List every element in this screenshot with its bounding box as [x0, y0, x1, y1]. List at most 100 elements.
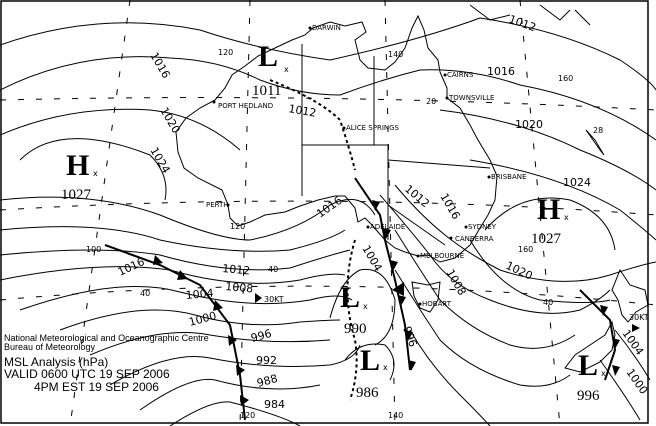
isobar	[89, 332, 331, 356]
svg-text:1016: 1016	[487, 65, 515, 78]
city-alice-springs[interactable]: ALICE SPRINGS	[346, 124, 400, 132]
wind-arrow-icon	[632, 324, 640, 332]
city-melbourne[interactable]: MELBOURNE	[420, 252, 464, 260]
isobar	[169, 401, 301, 426]
city-perth[interactable]: PERTH	[206, 201, 229, 209]
trough-line[interactable]	[269, 79, 356, 171]
pressure-centre-low-996[interactable]: L x 996	[577, 349, 606, 404]
grid-labels: 120 140 160 20 120 100 40 40 160 40 28 1…	[86, 48, 603, 420]
svg-text:40: 40	[543, 298, 553, 307]
svg-text:1024: 1024	[147, 145, 172, 176]
svg-text:1020: 1020	[515, 118, 543, 131]
svg-text:1000: 1000	[187, 309, 217, 329]
svg-text:992: 992	[256, 354, 277, 367]
svg-text:140: 140	[388, 50, 403, 59]
grid-line-40s	[0, 285, 656, 306]
svg-text:160: 160	[558, 74, 573, 83]
low-symbol: L	[340, 281, 360, 314]
city-hobart[interactable]: HOBART	[422, 300, 452, 308]
svg-text:1000: 1000	[624, 366, 651, 396]
svg-text:120: 120	[218, 48, 233, 57]
low-symbol: L	[360, 344, 380, 377]
city-markers	[212, 26, 491, 306]
low-symbol: L	[258, 40, 278, 73]
low-symbol: L	[578, 349, 598, 382]
pressure-centre-low-990[interactable]: L x 990	[340, 281, 368, 337]
trough-line-south[interactable]	[346, 239, 358, 401]
svg-text:1012: 1012	[287, 102, 317, 120]
city-brisbane[interactable]: BRISBANE	[491, 173, 526, 181]
pressure-value: 990	[344, 321, 367, 337]
pressure-centre-high-west[interactable]: H x 1027	[61, 149, 98, 203]
svg-text:1020: 1020	[504, 259, 535, 283]
pressure-centre-high-tasman[interactable]: H x 1027	[531, 193, 569, 247]
cold-front-central[interactable]	[354, 177, 411, 371]
isobar	[109, 344, 361, 386]
grid-line-20s	[0, 97, 656, 111]
isobar	[19, 285, 353, 311]
isobar	[484, 197, 616, 251]
pressure-value: 1027	[531, 231, 562, 247]
valid-time-utc: VALID 0600 UTC 19 SEP 2006	[4, 367, 170, 382]
svg-text:1016: 1016	[437, 191, 462, 222]
svg-text:996: 996	[400, 325, 419, 349]
state-borders	[301, 44, 491, 246]
svg-text:1008: 1008	[443, 267, 468, 298]
isobars	[0, 17, 656, 426]
svg-text:1016: 1016	[116, 255, 147, 279]
warm-front-marker	[392, 282, 404, 296]
isobar	[409, 329, 491, 426]
cold-front-nz[interactable]	[579, 289, 617, 381]
pressure-value: 1027	[61, 187, 92, 203]
isobar	[0, 226, 346, 252]
centre-marker-icon: x	[601, 369, 606, 378]
isobar	[344, 343, 395, 381]
high-symbol: H	[537, 193, 560, 226]
pressure-value: 996	[577, 388, 600, 404]
svg-text:1004: 1004	[620, 327, 647, 357]
nz-north-island	[611, 268, 649, 323]
city-darwin[interactable]: DARWIN	[312, 24, 341, 32]
pressure-centre-low-986[interactable]: L x 986	[356, 344, 388, 401]
pressure-value: 986	[356, 385, 379, 401]
isobar	[0, 196, 376, 241]
svg-text:40: 40	[268, 265, 278, 274]
city-port-hedland[interactable]: PORT HEDLAND	[218, 102, 273, 110]
centre-marker-icon: x	[383, 363, 388, 372]
svg-text:20: 20	[426, 97, 436, 106]
valid-time-local: 4PM EST 19 SEP 2006	[34, 380, 159, 395]
city-sydney[interactable]: SYDNEY	[468, 223, 497, 231]
svg-text:1004: 1004	[185, 287, 214, 302]
wind-arrow-icon	[255, 293, 262, 303]
isobar	[0, 17, 656, 91]
svg-text:120: 120	[230, 222, 245, 231]
analysis-title: MSL Analysis (hPa)	[4, 354, 109, 369]
city-townsville[interactable]: TOWNSVILLE	[448, 94, 494, 102]
isobar	[0, 249, 351, 271]
svg-text:120: 120	[240, 411, 255, 420]
isobar	[0, 56, 656, 141]
high-symbol: H	[66, 149, 89, 182]
australia-coastline	[175, 14, 498, 263]
city-cairns[interactable]: CAIRNS	[447, 71, 474, 79]
city-adelaide[interactable]: ADELAIDE	[370, 223, 405, 231]
svg-text:1008: 1008	[225, 280, 254, 295]
svg-text:100: 100	[86, 245, 101, 254]
svg-text:984: 984	[264, 398, 285, 411]
svg-text:1020: 1020	[157, 105, 182, 136]
svg-text:996: 996	[249, 327, 273, 345]
city-canberra[interactable]: CANBERRA	[455, 235, 494, 243]
new-caledonia	[585, 129, 605, 156]
pressure-centre-low-1011[interactable]: L x 1011	[252, 40, 289, 99]
svg-text:28: 28	[593, 126, 603, 135]
isobar	[379, 194, 611, 314]
centre-marker-icon: x	[564, 213, 569, 222]
centre-marker-icon: x	[93, 169, 98, 178]
isobar	[329, 268, 396, 346]
grid-line-30s	[0, 200, 656, 216]
isobar	[0, 108, 656, 191]
svg-text:1012: 1012	[222, 262, 251, 277]
org-name: National Meteorological and Oceanographi…	[4, 333, 209, 343]
